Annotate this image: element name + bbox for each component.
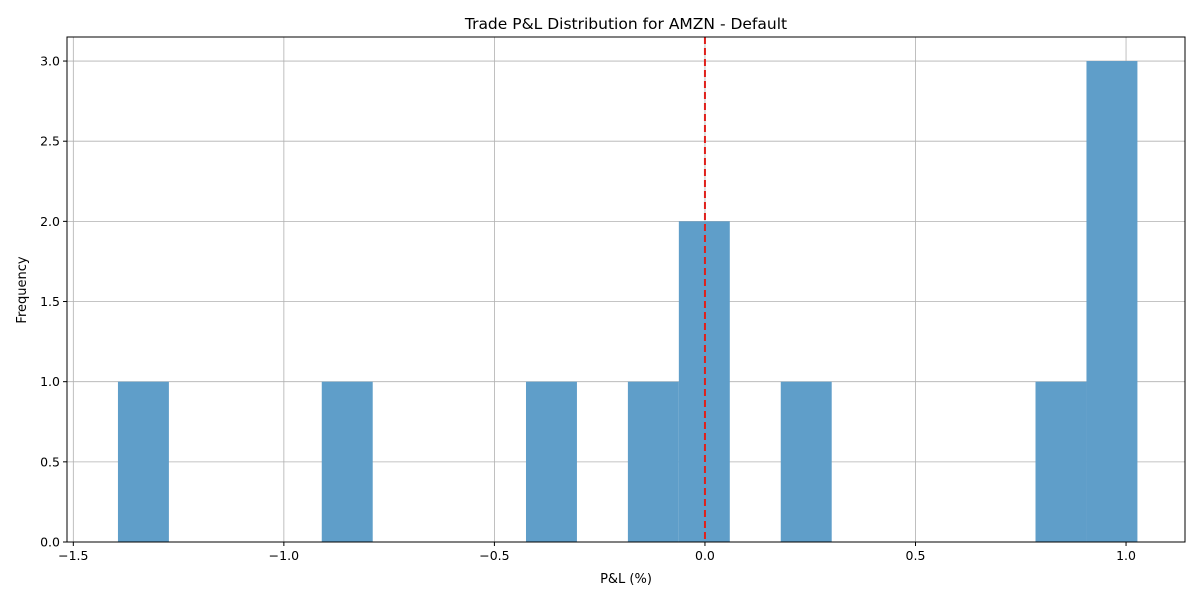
y-tick-label: 1.0	[40, 374, 60, 389]
histogram-bar	[1035, 381, 1087, 542]
x-tick-label: −1.0	[269, 548, 299, 563]
y-axis-label: Frequency	[15, 256, 30, 323]
histogram-bar	[780, 381, 832, 542]
y-tick-label: 1.5	[40, 294, 60, 309]
x-axis-label: P&L (%)	[600, 572, 652, 587]
y-tick-label: 2.5	[40, 134, 60, 149]
grid-lines	[67, 37, 1185, 543]
histogram-bar	[525, 381, 577, 542]
x-tick-label: 0.5	[906, 548, 926, 563]
y-tick-label: 0.0	[40, 535, 60, 550]
y-tick-label: 2.0	[40, 214, 60, 229]
y-axis-ticks: 0.0 0.5 1.0 1.5 2.0 2.5 3.0	[40, 54, 67, 550]
histogram-bar	[321, 381, 373, 542]
histogram-bar	[117, 381, 169, 542]
histogram-bar	[1086, 61, 1138, 543]
x-tick-label: −1.5	[58, 548, 88, 563]
chart-title: Trade P&L Distribution for AMZN - Defaul…	[464, 15, 787, 33]
y-tick-label: 3.0	[40, 54, 60, 69]
x-tick-label: 1.0	[1116, 548, 1136, 563]
x-tick-label: 0.0	[695, 548, 715, 563]
plot-frame	[66, 36, 1186, 543]
histogram-bar	[627, 381, 679, 542]
x-tick-label: −0.5	[479, 548, 509, 563]
y-tick-label: 0.5	[40, 454, 60, 469]
x-axis-ticks: −1.5 −1.0 −0.5 0.0 0.5 1.0	[58, 542, 1136, 563]
